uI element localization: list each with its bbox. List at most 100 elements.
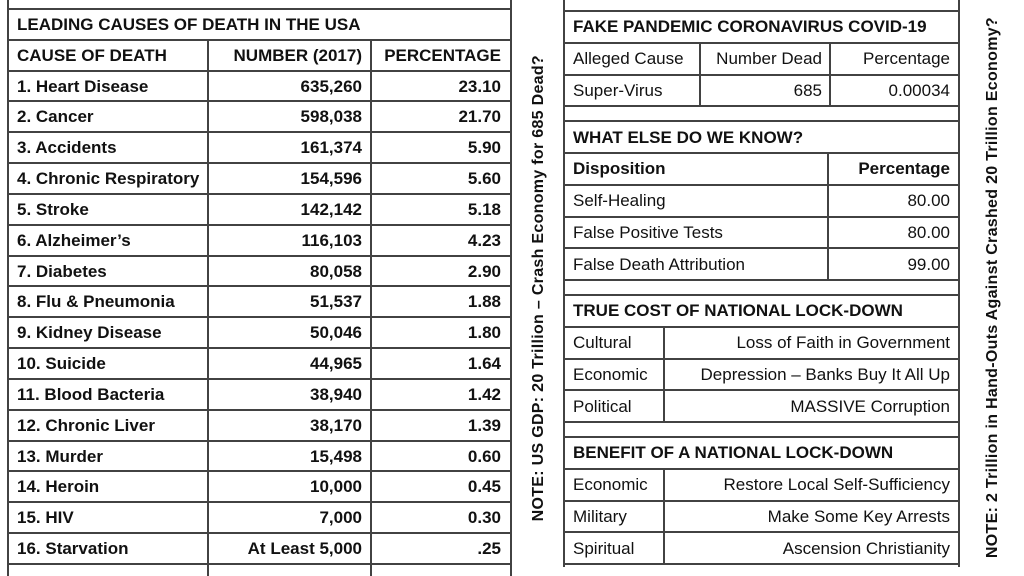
table-row: Political MASSIVE Corruption [565, 391, 958, 423]
alleged-cause-cell: Super-Virus [573, 80, 663, 100]
table-gap [565, 107, 958, 120]
disposition-cell: Self-Healing [573, 191, 666, 211]
value-cell: Loss of Faith in Government [663, 327, 958, 358]
category-cell: Military [573, 506, 627, 526]
table-row: Self-Healing 80.00 [565, 185, 958, 218]
percentage-cell: 1.64 [370, 349, 510, 378]
right-tables-frame: FAKE PANDEMIC CORONAVIRUS COVID-19 Alleg… [563, 0, 960, 567]
table-row: 13. Murder 15,498 0.60 [9, 441, 510, 473]
percentage-cell: 1.42 [370, 379, 510, 409]
cost-table-title: TRUE COST OF NATIONAL LOCK-DOWN [573, 301, 903, 321]
number-cell: 38,940 [207, 379, 370, 409]
table-row: False Positive Tests 80.00 [565, 217, 958, 250]
cause-cell: 15. HIV [17, 508, 74, 528]
cause-cell: 3. Accidents [17, 138, 117, 158]
handouts-note: NOTE: 2 Trillion in Hand-Outs Against Cr… [962, 0, 1024, 576]
percentage-cell: 1.39 [370, 410, 510, 440]
table-gap [565, 281, 958, 294]
number-cell: 38,170 [207, 410, 370, 440]
table-row: Super-Virus 685 0.00034 [565, 75, 958, 108]
table-row: False Death Attribution 99.00 [565, 249, 958, 281]
percentage-cell: 1.80 [370, 318, 510, 348]
table-row: 4. Chronic Respiratory 154,596 5.60 [9, 164, 510, 195]
percentage-cell: 21.70 [370, 102, 510, 132]
category-cell: Economic [573, 475, 648, 495]
percentage-cell: .25 [370, 534, 510, 563]
cause-cell: 12. Chronic Liver [17, 415, 155, 435]
percentage-cell: 5.90 [370, 133, 510, 163]
know-table-header-row: Disposition Percentage [565, 154, 958, 186]
cause-cell: 1. Heart Disease [17, 76, 149, 96]
table-row: Cultural Loss of Faith in Government [565, 327, 958, 360]
percentage-cell: 80.00 [827, 185, 958, 216]
percentage-cell: 80.00 [827, 217, 958, 248]
column-header-number-dead: Number Dead [699, 43, 829, 74]
cause-cell: 14. Heroin [17, 477, 100, 497]
number-cell: At Least 5,000 [207, 534, 370, 563]
percentage-cell: 99.00 [827, 249, 958, 279]
table-row: 11. Blood Bacteria 38,940 1.42 [9, 379, 510, 411]
cost-table-title-row: TRUE COST OF NATIONAL LOCK-DOWN [565, 294, 958, 328]
number-cell: 635,260 [207, 71, 370, 101]
gdp-note-text: NOTE: US GDP: 20 Trillion – Crash Econom… [529, 54, 547, 522]
column-header-number: NUMBER (2017) [207, 40, 370, 70]
table-row: 16. Starvation At Least 5,000 .25 [9, 534, 510, 563]
value-cell: Make Some Key Arrests [663, 501, 958, 532]
cause-cell: 16. Starvation [17, 538, 129, 558]
value-cell: Restore Local Self-Sufficiency [663, 469, 958, 500]
percentage-cell: 2.90 [370, 256, 510, 286]
table-row: 9. Kidney Disease 50,046 1.80 [9, 318, 510, 350]
handouts-note-text: NOTE: 2 Trillion in Hand-Outs Against Cr… [984, 17, 1001, 559]
number-dead-cell: 685 [699, 75, 829, 106]
cause-cell: 2. Cancer [17, 107, 94, 127]
percentage-cell: 5.60 [370, 164, 510, 193]
percentage-cell: 0.00034 [829, 75, 958, 106]
table-row: Economic Depression – Banks Buy It All U… [565, 359, 958, 392]
number-cell: 142,142 [207, 194, 370, 224]
disposition-cell: False Positive Tests [573, 222, 723, 242]
percentage-cell: 0.45 [370, 472, 510, 502]
table-row: 12. Chronic Liver 38,170 1.39 [9, 410, 510, 442]
percentage-cell: 0.30 [370, 503, 510, 533]
number-cell: 50,046 [207, 318, 370, 348]
percentage-cell: 4.23 [370, 225, 510, 255]
disposition-cell: False Death Attribution [573, 254, 745, 274]
number-cell: 7,000 [207, 503, 370, 533]
table-row: 6. Alzheimer’s 116,103 4.23 [9, 225, 510, 257]
table-row: 3. Accidents 161,374 5.90 [9, 133, 510, 165]
column-header-alleged-cause: Alleged Cause [573, 49, 684, 69]
deaths-table: LEADING CAUSES OF DEATH IN THE USA CAUSE… [9, 8, 510, 565]
number-cell: 154,596 [207, 164, 370, 193]
percentage-cell: 1.88 [370, 287, 510, 317]
category-cell: Political [573, 396, 632, 416]
know-table-title: WHAT ELSE DO WE KNOW? [573, 127, 804, 147]
cause-cell: 8. Flu & Pneumonia [17, 292, 175, 312]
cause-cell: 10. Suicide [17, 354, 106, 374]
table-row: 15. HIV 7,000 0.30 [9, 503, 510, 535]
category-cell: Cultural [573, 333, 632, 353]
covid-table-title-row: FAKE PANDEMIC CORONAVIRUS COVID-19 [565, 10, 958, 44]
cause-cell: 4. Chronic Respiratory [17, 169, 200, 189]
deaths-table-header-row: CAUSE OF DEATH NUMBER (2017) PERCENTAGE [9, 40, 510, 72]
table-row: Spiritual Ascension Christianity [565, 533, 958, 565]
column-header-percentage: Percentage [827, 154, 958, 184]
covid-table-title: FAKE PANDEMIC CORONAVIRUS COVID-19 [573, 17, 927, 37]
value-cell: Depression – Banks Buy It All Up [663, 359, 958, 390]
table-row: 1. Heart Disease 635,260 23.10 [9, 71, 510, 103]
right-tables: FAKE PANDEMIC CORONAVIRUS COVID-19 Alleg… [565, 10, 958, 565]
know-table-title-row: WHAT ELSE DO WE KNOW? [565, 120, 958, 154]
gdp-note: NOTE: US GDP: 20 Trillion – Crash Econom… [514, 0, 563, 576]
column-header-disposition: Disposition [573, 159, 666, 179]
percentage-cell: 23.10 [370, 71, 510, 101]
number-cell: 15,498 [207, 441, 370, 471]
number-cell: 80,058 [207, 256, 370, 286]
value-cell: MASSIVE Corruption [663, 391, 958, 421]
number-cell: 44,965 [207, 349, 370, 378]
number-cell: 161,374 [207, 133, 370, 163]
percentage-cell: 0.60 [370, 441, 510, 471]
number-cell: 116,103 [207, 225, 370, 255]
table-row: 2. Cancer 598,038 21.70 [9, 102, 510, 134]
percentage-cell: 5.18 [370, 194, 510, 224]
column-header-percentage: Percentage [829, 43, 958, 74]
